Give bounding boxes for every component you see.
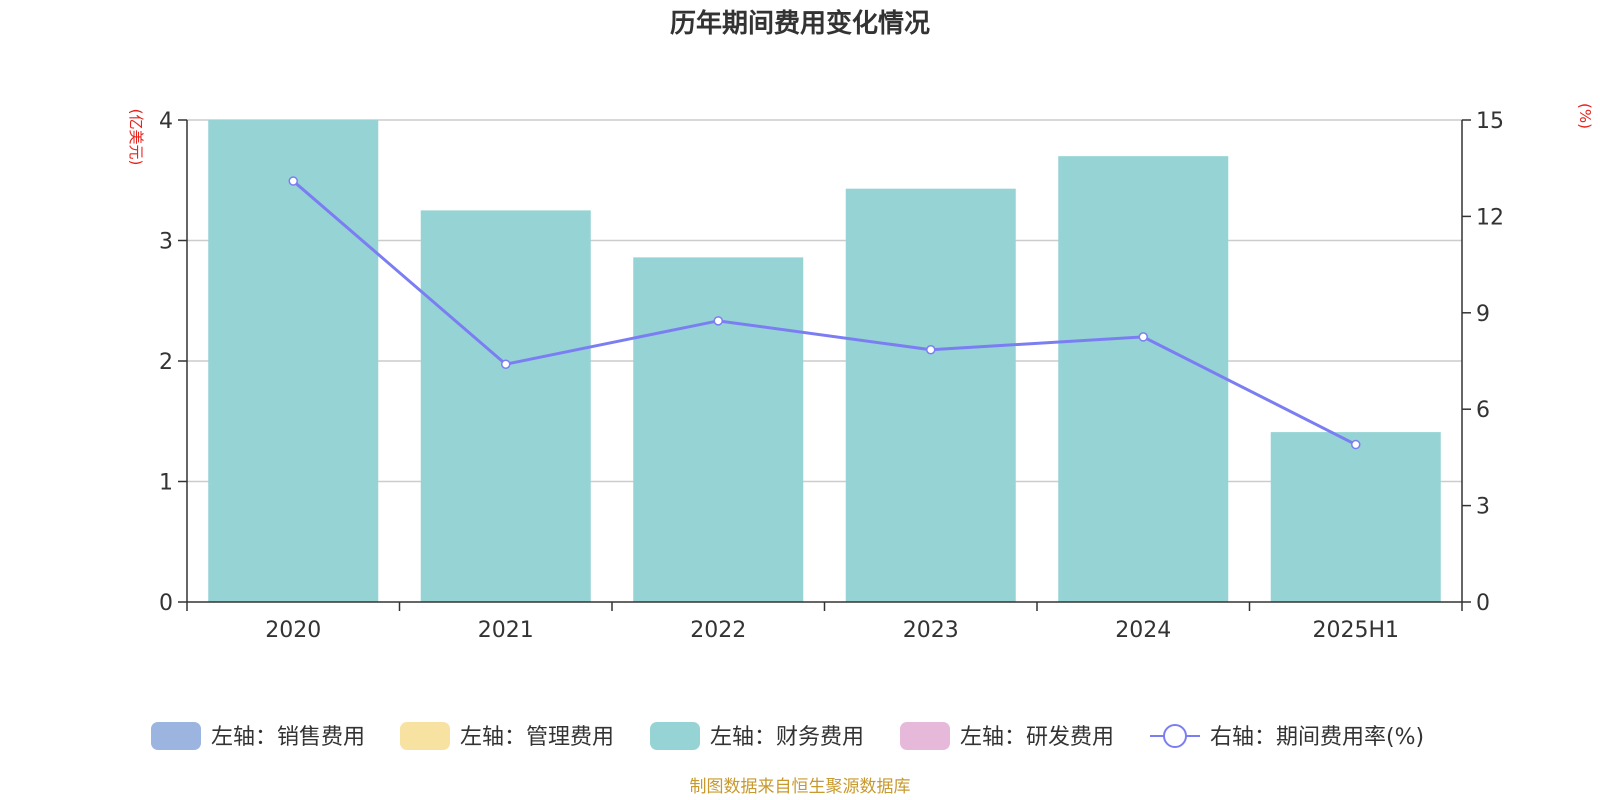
legend-swatch — [900, 722, 950, 750]
right-axis-ticks: 0 3 6 9 12 15 — [1462, 109, 1504, 616]
legend-label: 左轴：研发费用 — [960, 725, 1114, 750]
left-tick-label: 4 — [159, 109, 173, 134]
x-tick-label: 2022 — [690, 618, 746, 643]
bar — [1270, 432, 1441, 602]
right-tick-label: 0 — [1476, 591, 1490, 616]
legend-label: 左轴：管理费用 — [460, 725, 614, 750]
legend-swatch — [151, 722, 201, 750]
chart-title: 历年期间费用变化情况 — [670, 8, 930, 39]
left-tick-label: 2 — [159, 350, 173, 375]
right-tick-label: 6 — [1476, 398, 1490, 423]
rate-point — [926, 345, 936, 355]
source-note: 制图数据来自恒生聚源数据库 — [690, 777, 911, 797]
x-tick-label: 2024 — [1115, 618, 1171, 643]
x-tick-label: 2025H1 — [1312, 618, 1399, 643]
rate-point — [501, 359, 511, 369]
left-tick-label: 1 — [159, 471, 173, 496]
bar — [633, 257, 804, 602]
x-tick-label: 2020 — [265, 618, 321, 643]
legend-swatch — [400, 722, 450, 750]
right-axis-unit: (%) — [1576, 103, 1594, 129]
left-axis-unit: (亿美元) — [127, 109, 145, 166]
line-series — [288, 176, 1361, 450]
right-tick-label: 3 — [1476, 495, 1490, 520]
bar — [208, 120, 379, 602]
x-axis-ticks: 2020 2021 2022 2023 2024 2025H1 — [186, 602, 1463, 643]
rate-point — [1138, 332, 1148, 342]
bar — [845, 188, 1016, 602]
right-tick-label: 9 — [1476, 302, 1490, 327]
x-tick-label: 2021 — [478, 618, 534, 643]
left-tick-label: 0 — [159, 591, 173, 616]
right-tick-label: 12 — [1476, 205, 1504, 230]
bar-series — [208, 120, 1441, 602]
legend-label: 右轴：期间费用率(%) — [1210, 725, 1424, 750]
grid-lines — [187, 119, 1462, 483]
x-tick-label: 2023 — [903, 618, 959, 643]
bar — [420, 210, 591, 602]
left-tick-label: 3 — [159, 230, 173, 255]
legend-marker — [1163, 724, 1187, 748]
rate-point — [1351, 439, 1361, 450]
legend-label: 左轴：销售费用 — [211, 725, 365, 750]
legend-swatch — [650, 722, 700, 750]
left-axis-ticks: 0 1 2 3 4 — [159, 109, 187, 616]
rate-point — [288, 176, 298, 186]
bar — [1058, 156, 1229, 602]
rate-line — [292, 179, 1357, 446]
legend: 左轴：销售费用 左轴：管理费用 左轴：财务费用 左轴：研发费用 右轴：期间费用率(%) — [151, 722, 1424, 750]
right-tick-label: 15 — [1476, 109, 1504, 134]
rate-point — [713, 316, 723, 326]
legend-label: 左轴：财务费用 — [710, 725, 864, 750]
